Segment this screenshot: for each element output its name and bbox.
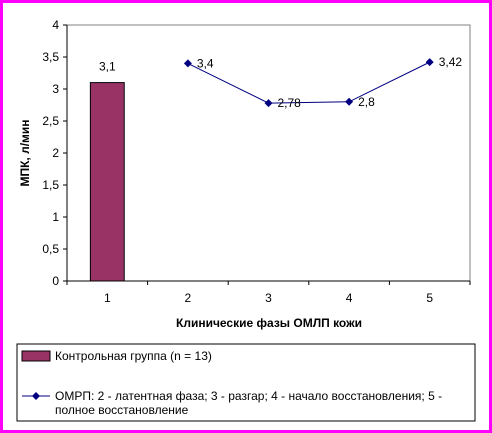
- y-tick-label: 4: [52, 18, 59, 32]
- y-tick-label: 3,5: [42, 50, 59, 64]
- legend-bar-swatch: [21, 350, 51, 362]
- y-tick-label: 1,5: [42, 178, 59, 192]
- y-tick-label: 0,5: [42, 242, 59, 256]
- x-axis: 1 2 3 4 5: [66, 280, 471, 305]
- x-axis-title: Клинические фазы ОМЛП кожи: [176, 316, 362, 330]
- plot-area: [66, 24, 471, 282]
- point-value-label: 2,8: [358, 95, 375, 109]
- y-tick-label: 2: [52, 146, 59, 160]
- bar-series: [89, 82, 125, 282]
- x-tick-label: 4: [346, 291, 353, 305]
- x-tick-label: 2: [185, 291, 192, 305]
- point-value-label: 3,42: [439, 55, 463, 69]
- data-point: [264, 99, 273, 108]
- y-axis: 0 0,5 1 1,5 2 2,5 3 3,5 4: [42, 18, 68, 288]
- legend: Контрольная группа (n = 13) ОМРП: 2 - ла…: [16, 343, 476, 422]
- bar: [89, 82, 125, 282]
- legend-line-marker: [32, 392, 40, 400]
- x-tick-label: 1: [104, 291, 111, 305]
- point-value-label: 3,4: [197, 56, 214, 70]
- bar-value-label: 3,1: [99, 60, 116, 74]
- legend-bar-label: Контрольная группа (n = 13): [55, 349, 212, 363]
- y-tick-label: 0: [52, 274, 59, 288]
- data-point: [183, 59, 192, 68]
- y-tick-label: 1: [52, 210, 59, 224]
- series-line: [187, 61, 430, 104]
- data-point: [345, 97, 354, 106]
- x-tick-label: 5: [426, 291, 433, 305]
- y-tick-label: 2,5: [42, 114, 59, 128]
- point-value-label: 2,78: [278, 96, 302, 110]
- legend-line-label-line1: ОМРП: 2 - латентная фаза; 3 - разгар; 4 …: [55, 389, 442, 403]
- line-series: [183, 58, 434, 108]
- y-axis-title: МПК, л/мин: [18, 119, 32, 186]
- legend-box: [16, 343, 476, 422]
- legend-line-label: ОМРП: 2 - латентная фаза; 3 - разгар; 4 …: [55, 389, 445, 417]
- data-labels: 3,1 3,4 2,78 2,8 3,42: [99, 55, 462, 110]
- legend-line-label-line2: полное восстановление: [55, 403, 189, 417]
- x-tick-label: 3: [265, 291, 272, 305]
- y-tick-label: 3: [52, 82, 59, 96]
- data-point: [425, 58, 434, 67]
